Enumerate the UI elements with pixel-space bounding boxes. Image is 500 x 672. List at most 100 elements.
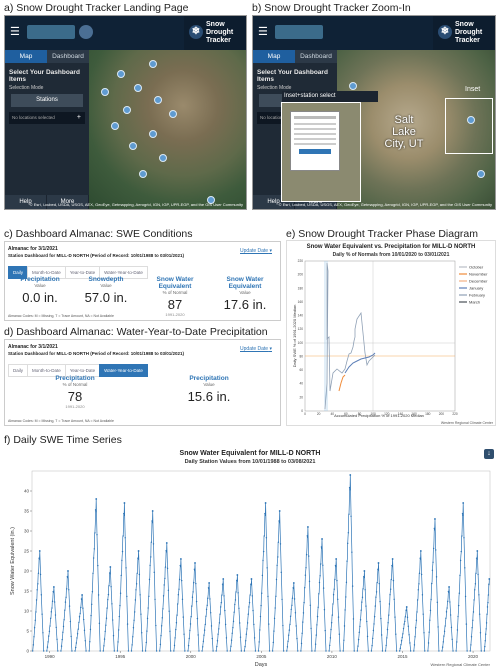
legend-label: December bbox=[469, 279, 488, 284]
station-cluster[interactable] bbox=[149, 130, 157, 138]
swe-peak-point bbox=[52, 586, 55, 588]
swe-point bbox=[32, 650, 34, 652]
swe-point bbox=[365, 605, 367, 607]
update-date-label: Update Date bbox=[240, 346, 269, 352]
swe-point bbox=[291, 597, 294, 599]
phase-diagram-panel: Snow Water Equivalent vs. Precipitation … bbox=[286, 240, 496, 426]
map-view[interactable]: Salt Lake City, UT Inset © Esri, i-cubed… bbox=[279, 50, 495, 209]
phase-legend: October November December January February Ma… bbox=[459, 265, 488, 305]
almanac-tabs: Daily Month-to-Date Year-to-Date Water-Year… bbox=[8, 359, 148, 377]
hamburger-icon[interactable]: ☰ bbox=[10, 26, 20, 38]
add-icon[interactable]: + bbox=[76, 114, 81, 121]
swe-point bbox=[461, 535, 463, 537]
swe-point bbox=[351, 551, 353, 553]
swe-point bbox=[460, 550, 462, 553]
phase-y-tick: 40 bbox=[299, 382, 303, 386]
badge-line-3: Tracker bbox=[206, 37, 231, 44]
swe-point bbox=[471, 627, 473, 629]
station-cluster[interactable] bbox=[129, 142, 137, 150]
swe-point bbox=[338, 633, 341, 635]
station-cluster[interactable] bbox=[207, 196, 215, 204]
swe-point bbox=[94, 509, 97, 511]
snowflake-icon: ❄ bbox=[189, 25, 203, 39]
tab-dashboard[interactable]: Dashboard bbox=[47, 50, 89, 63]
swe-point bbox=[75, 642, 78, 644]
swe-point bbox=[91, 603, 93, 606]
swe-point bbox=[54, 614, 57, 616]
swe-point bbox=[233, 611, 235, 613]
swe-point bbox=[308, 555, 310, 557]
swe-point bbox=[217, 633, 219, 635]
swe-point bbox=[343, 625, 346, 627]
station-cluster[interactable] bbox=[134, 84, 142, 92]
swe-point bbox=[40, 594, 43, 596]
station-cluster[interactable] bbox=[101, 88, 109, 96]
tab-water-year-to-date[interactable]: Water-Year-to-Date bbox=[99, 266, 148, 279]
swe-point bbox=[84, 640, 86, 642]
phase-x-tick: 80 bbox=[358, 412, 362, 416]
station-cluster[interactable] bbox=[139, 170, 147, 178]
swe-point bbox=[295, 625, 297, 627]
metric-sub: Value bbox=[203, 382, 215, 387]
swe-peak-point bbox=[67, 570, 69, 572]
swe-point bbox=[102, 650, 104, 652]
metric-precip-value: Precipitation Value 15.6 in. bbox=[159, 375, 259, 404]
swe-point bbox=[449, 601, 451, 603]
station-marker[interactable] bbox=[477, 170, 485, 178]
inset-map[interactable]: Inset+station select bbox=[281, 91, 378, 202]
station-cluster[interactable] bbox=[149, 60, 157, 68]
tab-map[interactable]: Map bbox=[5, 50, 47, 63]
station-cluster[interactable] bbox=[123, 106, 131, 114]
swe-point bbox=[144, 650, 147, 652]
swe-point bbox=[470, 636, 473, 638]
metric-head: Precipitation bbox=[189, 375, 229, 382]
swe-point bbox=[104, 630, 106, 633]
swe-point bbox=[268, 650, 271, 652]
tab-daily[interactable]: Daily bbox=[8, 266, 29, 279]
swe-point bbox=[322, 587, 325, 589]
tab-water-year-to-date[interactable]: Water-Year-to-Date bbox=[99, 364, 148, 377]
locations-select[interactable]: No locations selected + bbox=[9, 112, 85, 124]
stations-button[interactable]: Stations bbox=[11, 94, 83, 107]
swe-point bbox=[247, 613, 249, 615]
phase-y-tick: 20 bbox=[299, 395, 303, 399]
station-popup[interactable] bbox=[290, 111, 340, 171]
swe-point bbox=[409, 642, 411, 644]
update-date-link[interactable]: Update Date ▾ bbox=[240, 346, 272, 352]
swe-point bbox=[253, 637, 256, 639]
station-cluster[interactable] bbox=[159, 154, 167, 162]
station-cluster[interactable] bbox=[117, 70, 125, 78]
station-cluster[interactable] bbox=[169, 110, 177, 118]
more-button[interactable]: More bbox=[47, 195, 89, 209]
update-date-link[interactable]: Update Date ▾ bbox=[240, 248, 272, 254]
tab-map[interactable]: Map bbox=[253, 50, 295, 63]
station-cluster[interactable] bbox=[154, 96, 162, 104]
swe-point bbox=[390, 578, 393, 581]
swe-point bbox=[201, 650, 203, 652]
swe-point bbox=[89, 628, 92, 631]
swe-point bbox=[290, 608, 292, 611]
swe-point bbox=[409, 650, 412, 652]
map-view[interactable]: © Esri, i-cubed, USDA, USGS, AEX, GeoEye… bbox=[30, 50, 246, 209]
swe-point bbox=[162, 608, 164, 610]
swe-point bbox=[347, 532, 350, 534]
help-button[interactable]: Help bbox=[5, 195, 47, 209]
swe-point bbox=[154, 598, 156, 601]
swe-point bbox=[402, 627, 405, 630]
swe-point bbox=[79, 612, 81, 615]
swe-peak-point bbox=[448, 586, 450, 588]
swe-point bbox=[51, 600, 54, 602]
swe-point bbox=[202, 646, 204, 648]
hamburger-icon[interactable]: ☰ bbox=[258, 26, 268, 38]
tab-dashboard[interactable]: Dashboard bbox=[295, 50, 337, 63]
swe-point bbox=[400, 640, 403, 642]
station-cluster[interactable] bbox=[349, 82, 357, 90]
swe-point bbox=[463, 537, 465, 539]
swe-point bbox=[235, 591, 237, 593]
station-cluster[interactable] bbox=[111, 122, 119, 130]
download-icon[interactable]: ↓ bbox=[484, 449, 494, 459]
inset-box[interactable] bbox=[445, 98, 493, 154]
swe-point bbox=[333, 588, 335, 590]
station-marker[interactable] bbox=[467, 116, 475, 124]
swe-point bbox=[207, 597, 209, 599]
